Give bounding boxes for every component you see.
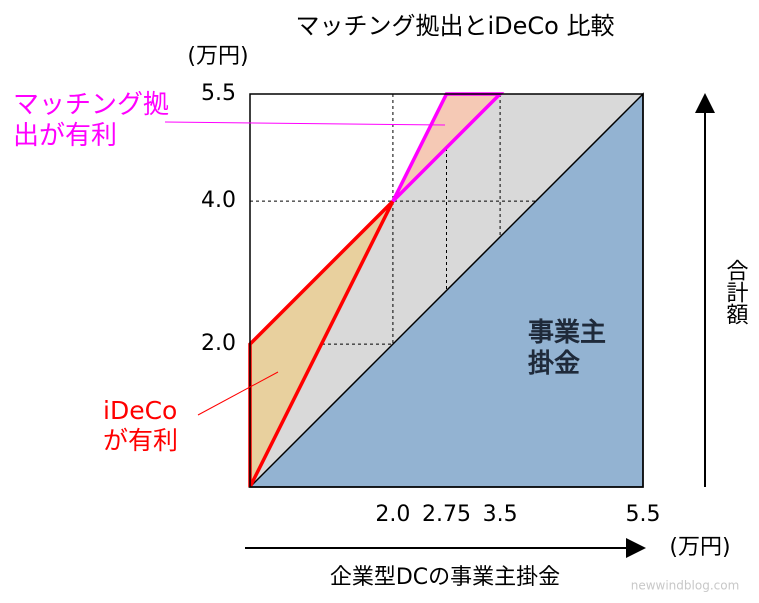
x-axis-label: 企業型DCの事業主掛金	[330, 565, 560, 590]
x-tick-label: 2.0	[375, 502, 410, 527]
region-label: マッチング拠出が有利	[13, 90, 170, 152]
watermark: newwindblog.com	[631, 579, 740, 593]
plot-area	[248, 92, 644, 488]
x-tick-label: 5.5	[626, 502, 661, 527]
leader-line	[197, 371, 279, 416]
y-unit: (万円)	[187, 44, 248, 69]
leader-line	[164, 121, 446, 126]
x-tick-label: 2.75	[422, 502, 471, 527]
plot-frame	[249, 93, 644, 488]
chart-title: マッチング拠出とiDeCo 比較	[296, 12, 615, 40]
x-unit: (万円)	[669, 535, 730, 560]
x-tick-label: 3.5	[483, 502, 518, 527]
region-label: iDeCoが有利	[103, 396, 179, 455]
y-tick-label: 5.5	[201, 81, 236, 106]
y-tick-label: 2.0	[201, 331, 236, 356]
y-tick-label: 4.0	[201, 188, 236, 213]
y-axis-label: 合計額	[723, 259, 749, 325]
region-label: 事業主掛金	[528, 318, 607, 380]
